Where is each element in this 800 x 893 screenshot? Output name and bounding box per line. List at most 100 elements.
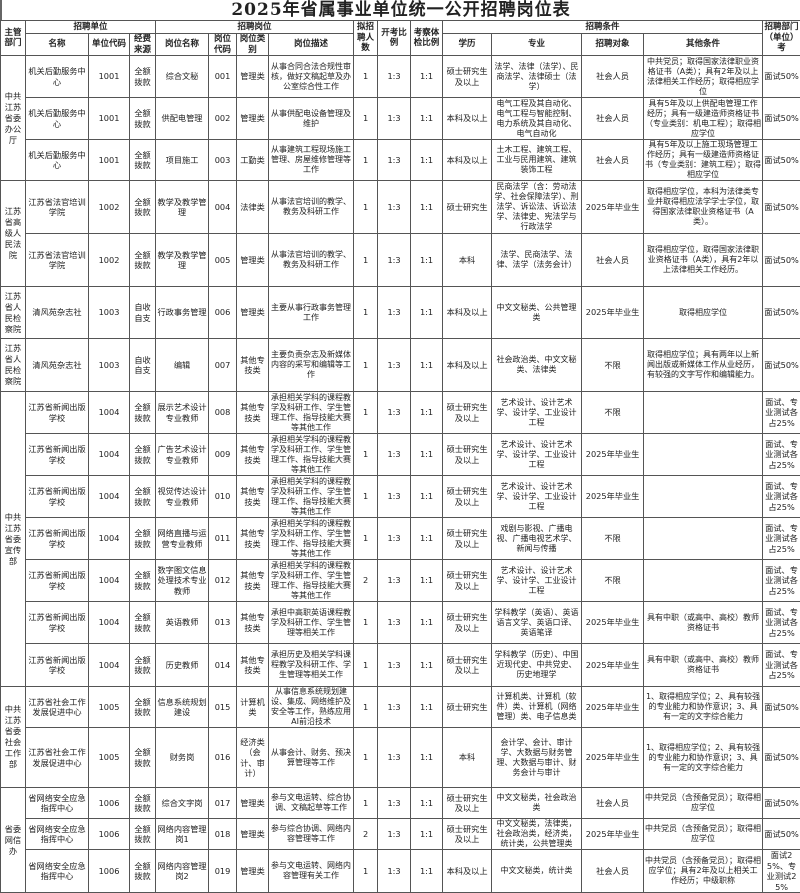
cell-headcount: 1 [354, 728, 378, 788]
header-post-desc: 岗位描述 [269, 34, 354, 56]
cell-exam-ratio: 1:3 [378, 518, 411, 560]
cell-funding: 全额拨款 [130, 98, 156, 140]
cell-check-ratio: 1:1 [411, 392, 443, 434]
cell-headcount: 1 [354, 339, 378, 392]
header-exam-ratio: 开考比例 [378, 21, 411, 56]
cell-check-ratio: 1:1 [411, 476, 443, 518]
cell-exam-weight: 面试50% [763, 181, 800, 234]
cell-unit-code: 1001 [89, 98, 130, 140]
cell-post-type: 其他专技类 [237, 339, 269, 392]
cell-post-code: 014 [209, 644, 237, 687]
cell-dept: 中共江苏省委办公厅 [1, 56, 26, 181]
cell-funding: 全额拨款 [130, 56, 156, 98]
cell-post-type: 管理类 [237, 819, 269, 850]
cell-education: 硕士研究生及以上 [443, 434, 492, 476]
cell-post-desc: 参与综合协调、网络内容管理等工作 [269, 819, 354, 850]
cell-exam-weight: 面试、专业测试各占25% [763, 644, 800, 687]
cell-headcount: 1 [354, 687, 378, 728]
cell-post-type: 管理类 [237, 850, 269, 893]
cell-major: 会计学、会计、审计学、大数据与财务管理、大数据与审计、财务会计与审计 [492, 728, 582, 788]
cell-unit-name: 江苏省社会工作发展促进中心 [26, 687, 89, 728]
cell-funding: 全额拨款 [130, 476, 156, 518]
cell-post-name: 视觉传达设计专业教师 [156, 476, 209, 518]
cell-exam-weight: 面试50% [763, 140, 800, 181]
cell-post-desc: 从事会计、财务、预决算管理等工作 [269, 728, 354, 788]
cell-post-code: 018 [209, 819, 237, 850]
header-count: 拟招聘人数 [354, 21, 378, 56]
cell-check-ratio: 1:1 [411, 339, 443, 392]
cell-other-conditions [644, 392, 763, 434]
cell-exam-weight: 面试50% [763, 287, 800, 339]
cell-post-name: 财务岗 [156, 728, 209, 788]
header-target: 招聘对象 [582, 34, 644, 56]
cell-target: 不限 [582, 560, 644, 602]
cell-other-conditions: 中共党员（含预备党员）；取得相应学位 [644, 788, 763, 819]
cell-post-name: 行政事务管理 [156, 287, 209, 339]
cell-major: 艺术设计、设计艺术学、设计学、工业设计工程 [492, 560, 582, 602]
header-funding: 经费来源 [130, 34, 156, 56]
cell-target: 社会人员 [582, 788, 644, 819]
cell-headcount: 1 [354, 788, 378, 819]
cell-exam-ratio: 1:3 [378, 339, 411, 392]
cell-exam-ratio: 1:3 [378, 476, 411, 518]
cell-post-desc: 从事法官培训的教学、教务及科研工作 [269, 181, 354, 234]
cell-unit-name: 江苏省新闻出版学校 [26, 476, 89, 518]
cell-unit-name: 机关后勤服务中心 [26, 140, 89, 181]
cell-post-code: 019 [209, 850, 237, 893]
header-cond-group: 招聘条件 [443, 21, 763, 34]
cell-post-code: 004 [209, 181, 237, 234]
header-post-group: 招聘岗位 [156, 21, 354, 34]
header-dept: 主管部门 [1, 21, 26, 56]
cell-funding: 全额拨款 [130, 819, 156, 850]
cell-unit-name: 机关后勤服务中心 [26, 56, 89, 98]
cell-post-name: 广告艺术设计专业教师 [156, 434, 209, 476]
cell-major: 艺术设计、设计艺术学、设计学、工业设计工程 [492, 476, 582, 518]
cell-unit-name: 江苏省法官培训学院 [26, 181, 89, 234]
cell-exam-ratio: 1:3 [378, 728, 411, 788]
cell-target: 不限 [582, 339, 644, 392]
cell-funding: 全额拨款 [130, 644, 156, 687]
cell-target: 2025年毕业生 [582, 476, 644, 518]
cell-exam-ratio: 1:3 [378, 819, 411, 850]
cell-post-name: 历史教师 [156, 644, 209, 687]
cell-post-name: 教学及教学管理 [156, 181, 209, 234]
cell-other-conditions: 中共党员（含预备党员）；取得相应学位 [644, 819, 763, 850]
cell-exam-weight: 面试50% [763, 98, 800, 140]
cell-target: 社会人员 [582, 234, 644, 287]
page-title: 2025年省属事业单位统一公开招聘岗位表 [0, 0, 800, 20]
cell-post-type: 其他专技类 [237, 392, 269, 434]
cell-other-conditions: 具有中职（或高中、高校）教师资格证书 [644, 602, 763, 644]
cell-target: 社会人员 [582, 56, 644, 98]
cell-target: 2025年毕业生 [582, 602, 644, 644]
cell-target: 2025年毕业生 [582, 687, 644, 728]
cell-post-name: 网络内容管理岗1 [156, 819, 209, 850]
cell-target: 社会人员 [582, 850, 644, 893]
cell-unit-code: 1002 [89, 181, 130, 234]
cell-unit-name: 江苏省新闻出版学校 [26, 518, 89, 560]
cell-post-type: 其他专技类 [237, 434, 269, 476]
cell-major: 中文文秘类，统计类 [492, 850, 582, 893]
cell-check-ratio: 1:1 [411, 687, 443, 728]
cell-exam-weight: 面试、专业测试各占25% [763, 602, 800, 644]
cell-headcount: 1 [354, 234, 378, 287]
cell-unit-code: 1004 [89, 560, 130, 602]
cell-check-ratio: 1:1 [411, 560, 443, 602]
cell-unit-code: 1004 [89, 602, 130, 644]
cell-education: 本科 [443, 728, 492, 788]
cell-unit-code: 1002 [89, 234, 130, 287]
cell-other-conditions [644, 560, 763, 602]
cell-post-type: 其他专技类 [237, 602, 269, 644]
cell-target: 不限 [582, 392, 644, 434]
cell-post-code: 017 [209, 788, 237, 819]
cell-post-code: 010 [209, 476, 237, 518]
cell-check-ratio: 1:1 [411, 819, 443, 850]
cell-target: 社会人员 [582, 140, 644, 181]
cell-funding: 自收自支 [130, 339, 156, 392]
